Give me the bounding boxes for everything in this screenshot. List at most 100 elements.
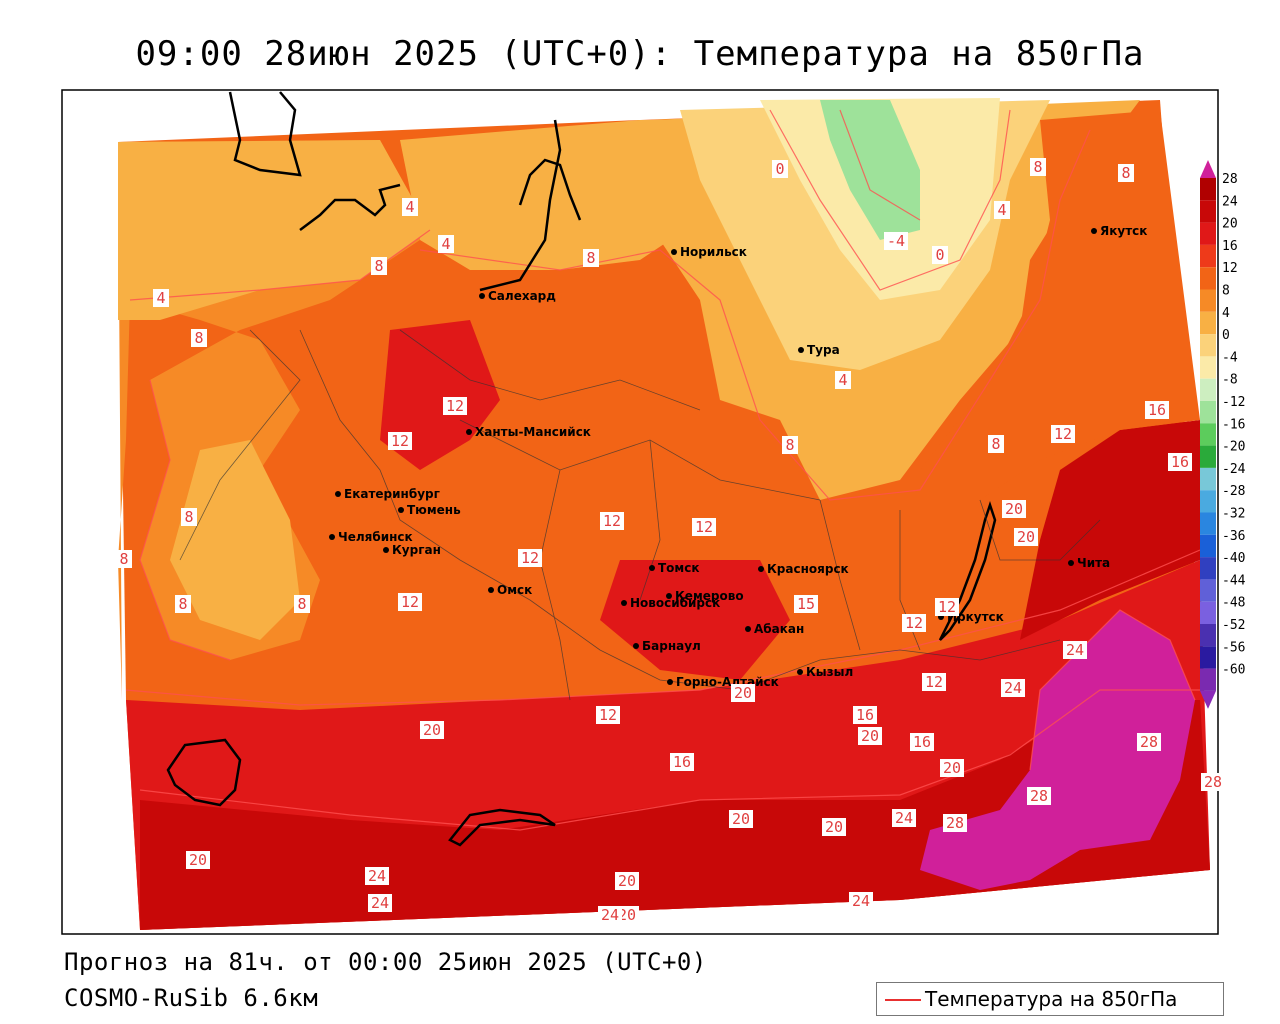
contour-label: 8	[1121, 164, 1130, 182]
contour-label: 20	[825, 818, 843, 836]
contour-label: -4	[887, 232, 905, 250]
contour-label-bg	[294, 595, 310, 613]
isotherms	[125, 109, 1201, 831]
contour-label-bg	[729, 810, 753, 828]
city-dot	[797, 669, 803, 675]
colorbar-tick-label: -60	[1222, 663, 1245, 678]
colorbar-tick-label: -32	[1222, 507, 1245, 522]
contour-label: 16	[856, 706, 874, 724]
colorbar-tick-label: -28	[1222, 484, 1245, 499]
colorbar-tick-label: 28	[1222, 172, 1238, 187]
colorbar-swatch	[1200, 378, 1216, 401]
colorbar-tick-label: -48	[1222, 596, 1245, 611]
contour-label-bg	[940, 759, 964, 777]
contour-label: 20	[861, 727, 879, 745]
city-label: Кемерово	[675, 589, 744, 603]
contour-label-bg	[849, 892, 873, 910]
borders	[179, 329, 1101, 701]
contour-label: 4	[405, 198, 414, 216]
contour-label: 12	[401, 593, 419, 611]
colorbar-swatch	[1200, 601, 1216, 624]
coastlines	[166, 91, 997, 847]
city-label: Кызыл	[806, 665, 853, 679]
contour-label-bg	[388, 432, 412, 450]
colorbar-tick-label: -12	[1222, 395, 1245, 410]
colorbar-swatch	[1200, 579, 1216, 602]
colorbar-tick-label: -4	[1222, 350, 1238, 365]
colorbar-tick-label: -56	[1222, 640, 1245, 655]
contour-label: 12	[391, 432, 409, 450]
city-label: Екатеринбург	[344, 487, 440, 501]
contour-label: 12	[603, 512, 621, 530]
contour-label-bg	[600, 512, 624, 530]
colorbar-tick-label: 8	[1222, 284, 1230, 299]
contour-label-bg	[398, 593, 422, 611]
colorbar-tick-label: -20	[1222, 440, 1245, 455]
contour-label: 8	[1033, 158, 1042, 176]
city-label: Иркутск	[947, 610, 1004, 624]
contour-label: 16	[913, 733, 931, 751]
contour-label: 20	[732, 810, 750, 828]
temperature-fill	[118, 98, 1210, 930]
contour-label: 12	[905, 614, 923, 632]
city-dot	[1091, 228, 1097, 234]
legend-label: Температура на 850гПа	[925, 987, 1178, 1011]
contour-label: 20	[618, 906, 636, 924]
contour-label-bg	[1145, 401, 1169, 419]
contour-label: 20	[943, 759, 961, 777]
contour-label: 12	[599, 706, 617, 724]
contour-label: 8	[194, 329, 203, 347]
contour-label: 4	[838, 371, 847, 389]
colorbar-tick-label: 20	[1222, 217, 1238, 232]
city-dot	[649, 565, 655, 571]
contour-label-bg	[670, 753, 694, 771]
colorbar: 28 24 20 16 12 8 4 0 -4 -8 -12 -16 -20 -24 -28 -32 -36 -4…	[1200, 160, 1246, 709]
contour-label: 24	[852, 892, 870, 910]
city-dot	[633, 643, 639, 649]
contour-label: 12	[446, 397, 464, 415]
city-dot	[335, 491, 341, 497]
forecast-info: Прогноз на 81ч. от 00:00 25июн 2025 (UTC…	[64, 948, 707, 976]
colorbar-swatch	[1200, 222, 1216, 245]
contour-label-bg	[181, 508, 197, 526]
city-label: Красноярск	[767, 562, 849, 576]
contour-label: 12	[1054, 425, 1072, 443]
colorbar-tick-label: -8	[1222, 373, 1238, 388]
contour-label: 4	[156, 289, 165, 307]
city-label: Челябинск	[338, 530, 413, 544]
contour-label-bg	[116, 550, 132, 568]
colorbar-swatch	[1200, 646, 1216, 669]
city-label: Новосибирск	[630, 596, 720, 610]
contour-label-bg	[175, 595, 191, 613]
contour-label: 24	[1066, 641, 1084, 659]
contour-label: 16	[1171, 453, 1189, 471]
contour-label-bg	[884, 232, 908, 250]
legend-box: Температура на 850гПа	[876, 982, 1224, 1016]
colorbar-tick-label: -44	[1222, 573, 1246, 588]
contour-label: 8	[178, 595, 187, 613]
city-label: Курган	[392, 543, 441, 557]
colorbar-tick-label: -40	[1222, 551, 1245, 566]
city-dot	[621, 600, 627, 606]
contour-label: 8	[297, 595, 306, 613]
contour-label-bg	[402, 198, 418, 216]
contour-label-bg	[153, 289, 169, 307]
contour-label: 20	[734, 684, 752, 702]
colorbar-swatch	[1200, 401, 1216, 424]
contour-label: 28	[1140, 733, 1158, 751]
colorbar-swatch	[1200, 557, 1216, 580]
contour-label-bg	[438, 235, 454, 253]
city-dot	[479, 293, 485, 299]
contour-label-bg	[858, 727, 882, 745]
contour-label: 15	[797, 595, 815, 613]
city-dot	[383, 547, 389, 553]
contour-label: 20	[423, 721, 441, 739]
contour-label-bg	[1168, 453, 1192, 471]
colorbar-tick-label: -16	[1222, 417, 1245, 432]
contour-label-bg	[420, 721, 444, 739]
colorbar-swatch	[1200, 244, 1216, 268]
contour-label: 24	[895, 809, 913, 827]
contour-label-bg	[892, 809, 916, 827]
city-dot	[398, 507, 404, 513]
contour-label-bg	[191, 329, 207, 347]
